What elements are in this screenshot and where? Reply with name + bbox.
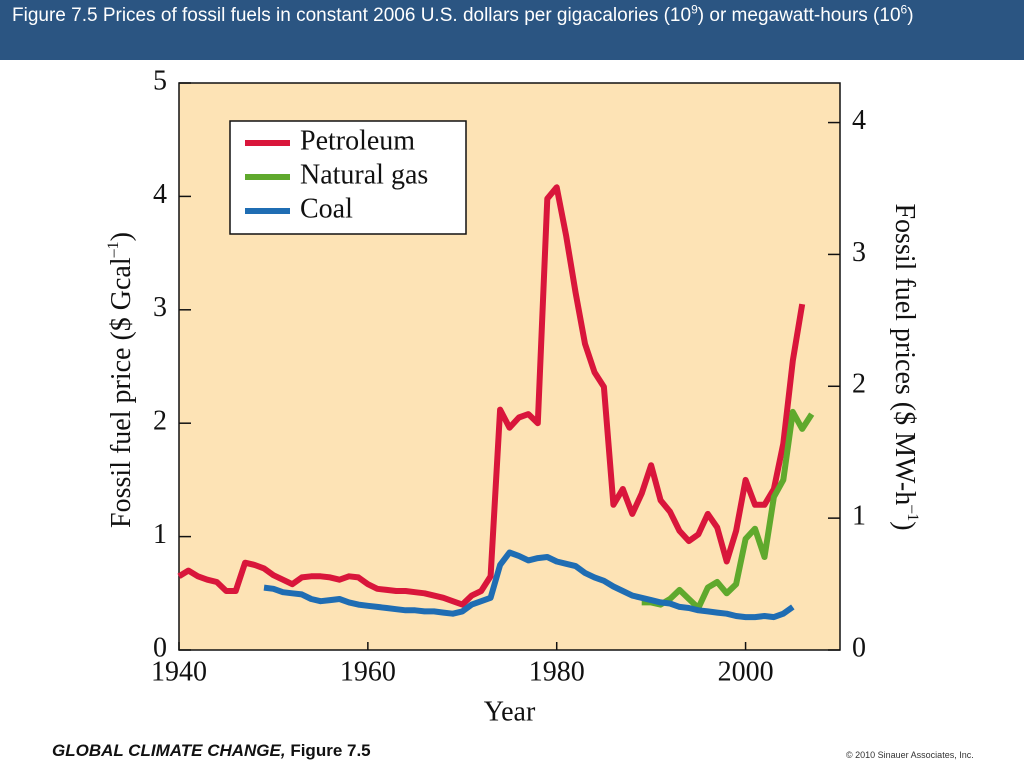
- y-tick-label: 5: [153, 65, 167, 96]
- chart: 0 1 2 3 4 5 0 1 2 3 4 1940 1960 1980 2000 Year Fossil fu…: [105, 65, 922, 727]
- y-tick-label: 1: [153, 519, 167, 550]
- x-tick-label: 1960: [340, 656, 396, 687]
- footer-source: GLOBAL CLIMATE CHANGE, Figure 7.5: [52, 741, 371, 761]
- y-axis-label: Fossil fuel price ($ Gcal–1): [105, 232, 138, 528]
- title-text: ) or megawatt-hours (10: [697, 5, 901, 26]
- title-text: Figure 7.5 Prices of fossil fuels in con…: [12, 5, 692, 26]
- x-tick-label: 2000: [718, 656, 774, 687]
- y2-tick-label: 2: [852, 369, 866, 400]
- y-tick-label: 2: [153, 406, 167, 437]
- y-tick-label: 3: [153, 292, 167, 323]
- series-line: [177, 184, 806, 608]
- header: Figure 7.5 Prices of fossil fuels in con…: [0, 0, 1024, 60]
- y2-tick-label: 1: [852, 501, 866, 532]
- series-line: [641, 408, 815, 611]
- x-tick-label: 1940: [151, 656, 207, 687]
- y-tick-label: 0: [153, 632, 167, 663]
- y2-tick-label: 4: [852, 105, 866, 136]
- y2-axis-label-part: –1: [904, 504, 921, 521]
- legend-label: Petroleum: [300, 125, 415, 156]
- y2-tick-label: 3: [852, 237, 866, 268]
- y2-tick-label: 0: [852, 632, 866, 663]
- copyright: © 2010 Sinauer Associates, Inc.: [846, 750, 974, 760]
- x-axis-label: Year: [484, 696, 536, 727]
- title-text: ): [907, 5, 914, 26]
- y2-axis-label: Fossil fuel prices ($ MW-h–1): [889, 203, 922, 530]
- book-title: GLOBAL CLIMATE CHANGE,: [52, 741, 286, 760]
- title-sup: 6: [900, 2, 908, 17]
- y-axis-label-part: Fossil fuel price ($ Gcal: [106, 257, 137, 528]
- y-axis-label-part: –1: [105, 241, 122, 258]
- y2-axis-label-part: ): [889, 521, 920, 530]
- legend-label: Natural gas: [300, 159, 428, 190]
- series-line: [263, 549, 795, 621]
- title-sup: 9: [691, 2, 698, 17]
- x-tick-label: 1980: [529, 656, 585, 687]
- y2-axis-label-part: Fossil fuel prices ($ MW-h: [889, 203, 920, 505]
- y-tick-label: 4: [153, 179, 167, 210]
- figure-ref: Figure 7.5: [290, 741, 371, 760]
- y-axis-label-part: ): [106, 232, 137, 241]
- legend-label: Coal: [300, 193, 353, 224]
